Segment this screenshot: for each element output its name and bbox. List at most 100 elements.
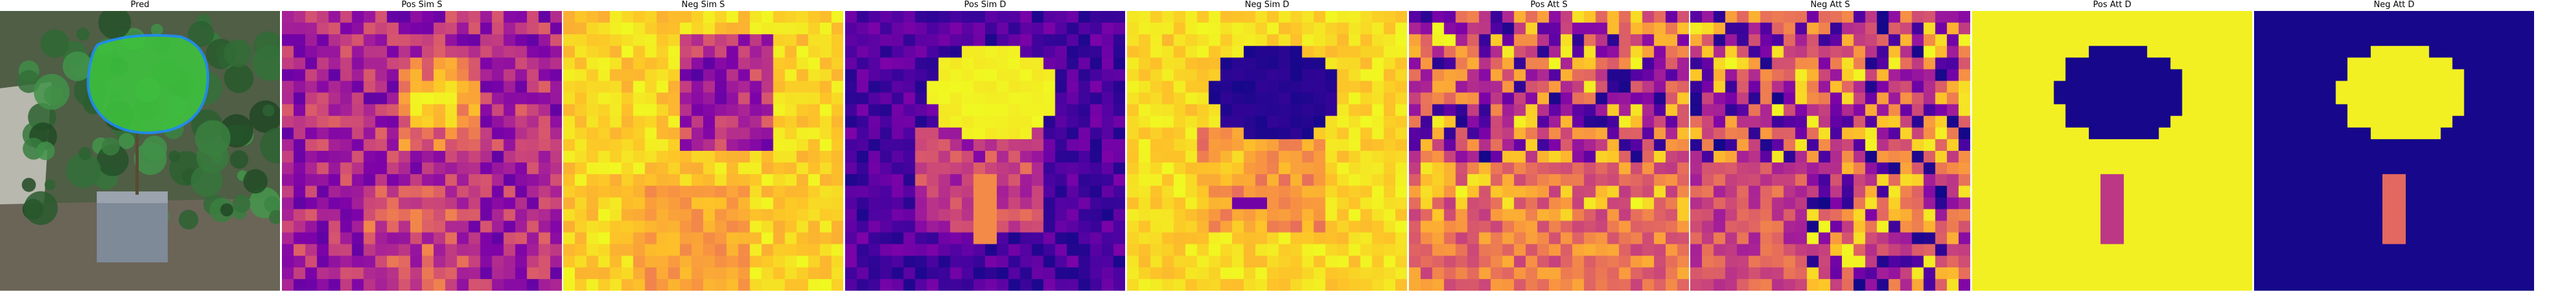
heatmap-cell [1302, 162, 1314, 175]
heatmap-cell [715, 186, 727, 198]
heatmap-cell [679, 127, 692, 140]
heatmap-cell [1173, 186, 1186, 198]
heatmap-cell [1984, 46, 1996, 58]
heatmap-cell [668, 162, 681, 175]
heatmap-cell [1455, 186, 1468, 198]
heatmap-cell [445, 104, 457, 117]
heatmap-cell [668, 34, 681, 46]
heatmap-cell [1677, 34, 1689, 46]
heatmap-cell [1537, 11, 1550, 23]
heatmap-cell [1337, 127, 1350, 140]
heatmap-cell [1372, 267, 1384, 280]
heatmap-cell [973, 255, 986, 268]
heatmap-cell [985, 81, 997, 93]
heatmap-cell [1877, 81, 1890, 93]
heatmap-cell [1139, 186, 1151, 198]
heatmap-cell [2301, 92, 2313, 105]
heatmap-cell [2522, 174, 2534, 186]
heatmap-cell [1537, 81, 1550, 93]
heatmap-cell [2100, 197, 2113, 210]
heatmap-cell [1139, 92, 1151, 105]
heatmap-cell [1818, 151, 1831, 163]
heatmap-cell [1935, 104, 1948, 117]
heatmap-cell [1818, 115, 1831, 128]
heatmap-cell [2370, 151, 2383, 163]
heatmap-cell [1243, 209, 1256, 222]
heatmap-cell [1795, 11, 1808, 23]
heatmap-cell [2254, 174, 2266, 186]
heatmap-cell [1877, 209, 1890, 222]
heatmap-cell [1421, 232, 1433, 245]
heatmap-cell [1958, 220, 1970, 233]
heatmap-cell [457, 197, 469, 210]
heatmap-cell [1290, 57, 1303, 70]
heatmap-cell [773, 57, 786, 70]
heatmap-cell [2112, 46, 2124, 58]
heatmap-cell [1255, 278, 1268, 291]
heatmap-cell [1490, 127, 1503, 140]
heatmap-cell [1173, 34, 1186, 46]
heatmap-cell [2464, 209, 2477, 222]
heatmap-cell [468, 69, 481, 82]
heatmap-cell [1020, 11, 1032, 23]
heatmap-cell [750, 57, 763, 70]
heatmap-cell [1290, 255, 1303, 268]
heatmap-cell [1302, 267, 1314, 280]
heatmap-cell [2007, 104, 2019, 117]
heatmap-cell [1549, 81, 1561, 93]
heatmap-cell [1818, 232, 1831, 245]
heatmap-cell [761, 220, 774, 233]
heatmap-cell [1348, 255, 1361, 268]
heatmap-cell [457, 92, 469, 105]
heatmap-cell [1995, 244, 2008, 257]
heatmap-cell [1383, 115, 1396, 128]
heatmap-cell [398, 278, 411, 291]
heatmap-cell [2312, 209, 2325, 222]
heatmap-cell [1279, 81, 1291, 93]
heatmap-cell [317, 197, 329, 210]
heatmap-cell [750, 278, 763, 291]
heatmap-cell [2217, 127, 2230, 140]
heatmap-cell [515, 162, 528, 175]
heatmap-cell [2359, 255, 2371, 268]
heatmap-cell [328, 255, 341, 268]
heatmap-cell [1502, 255, 1515, 268]
heatmap-cell [363, 174, 376, 186]
heatmap-cell [1888, 278, 1901, 291]
heatmap-cell [2007, 81, 2019, 93]
heatmap-cell [610, 92, 623, 105]
heatmap-cell [1830, 186, 1842, 198]
foliage [260, 128, 280, 164]
heatmap-cell [1642, 162, 1655, 175]
heatmap-cell [492, 220, 504, 233]
heatmap-cell [598, 278, 610, 291]
heatmap-cell [1830, 174, 1842, 186]
heatmap-cell [468, 127, 481, 140]
heatmap-cell [2347, 197, 2360, 210]
heatmap-cell [1665, 11, 1678, 23]
heatmap-cell [691, 267, 704, 280]
heatmap-cell [691, 220, 704, 233]
heatmap-cell [1677, 127, 1689, 140]
heatmap-cell [1702, 267, 1714, 280]
heatmap-cell [644, 162, 657, 175]
heatmap-cell [1783, 127, 1796, 140]
heatmap-cell [1642, 278, 1655, 291]
heatmap-cell [317, 186, 329, 198]
heatmap-cell [2042, 34, 2055, 46]
heatmap-cell [926, 92, 939, 105]
heatmap-cell [726, 162, 739, 175]
heatmap-cell [1432, 244, 1444, 257]
heatmap-cell [468, 92, 481, 105]
heatmap-cell [2147, 162, 2159, 175]
heatmap-cell [761, 46, 774, 58]
heatmap-cell [1490, 69, 1503, 82]
heatmap-cell [703, 115, 715, 128]
heatmap-cell [1561, 69, 1573, 82]
heatmap-cell [868, 267, 881, 280]
heatmap-cell [2007, 92, 2019, 105]
heatmap-cell [515, 81, 528, 93]
heatmap-cell [1185, 139, 1198, 151]
heatmap-cell [598, 92, 610, 105]
heatmap-cell [1279, 220, 1291, 233]
